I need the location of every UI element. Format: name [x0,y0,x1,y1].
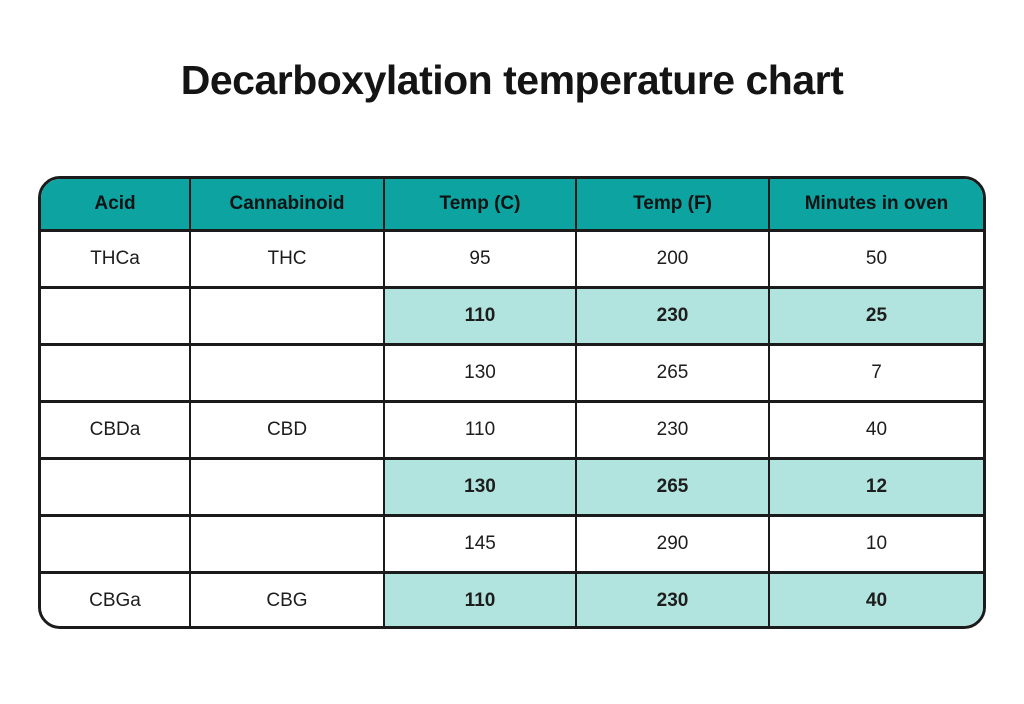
cell-temp-c: 110 [384,401,577,460]
cell-cannabinoid [190,458,385,517]
column-header-temp-f: Temp (F) [576,179,770,232]
cell-temp-f: 265 [576,458,770,517]
data-table: Acid Cannabinoid Temp (C) Temp (F) Minut… [41,179,983,626]
cell-acid: CBDa [41,401,191,460]
column-header-temp-c: Temp (C) [384,179,577,232]
cell-cannabinoid [190,344,385,403]
cell-cannabinoid [190,287,385,346]
table-row: 130 265 12 [41,458,983,517]
table-header: Acid Cannabinoid Temp (C) Temp (F) Minut… [41,179,983,232]
header-row: Acid Cannabinoid Temp (C) Temp (F) Minut… [41,179,983,232]
cell-temp-c: 130 [384,458,577,517]
cell-temp-c: 130 [384,344,577,403]
cell-cannabinoid: THC [190,230,385,289]
cell-acid [41,344,191,403]
cell-temp-f: 290 [576,515,770,574]
cell-minutes: 7 [769,344,983,403]
cell-acid [41,458,191,517]
column-header-minutes: Minutes in oven [769,179,983,232]
column-header-cannabinoid: Cannabinoid [190,179,385,232]
cell-minutes: 40 [769,401,983,460]
cell-temp-c: 110 [384,287,577,346]
table-row: CBDa CBD 110 230 40 [41,401,983,460]
cell-temp-f: 200 [576,230,770,289]
cell-acid: CBGa [41,572,191,626]
table-body: THCa THC 95 200 50 110 230 25 130 [41,230,983,626]
cell-cannabinoid: CBD [190,401,385,460]
table-row: 145 290 10 [41,515,983,574]
cell-minutes: 10 [769,515,983,574]
table-row: 130 265 7 [41,344,983,403]
cell-acid [41,287,191,346]
cell-cannabinoid: CBG [190,572,385,626]
decarb-temperature-table: Acid Cannabinoid Temp (C) Temp (F) Minut… [38,176,986,629]
cell-temp-f: 230 [576,572,770,626]
table-row: 110 230 25 [41,287,983,346]
page-title: Decarboxylation temperature chart [180,57,844,103]
cell-cannabinoid [190,515,385,574]
cell-minutes: 25 [769,287,983,346]
column-header-acid: Acid [41,179,191,232]
cell-minutes: 12 [769,458,983,517]
table-row: CBGa CBG 110 230 40 [41,572,983,626]
cell-temp-f: 230 [576,287,770,346]
cell-acid: THCa [41,230,191,289]
cell-temp-c: 145 [384,515,577,574]
cell-temp-c: 95 [384,230,577,289]
cell-acid [41,515,191,574]
table-row: THCa THC 95 200 50 [41,230,983,289]
cell-temp-f: 230 [576,401,770,460]
cell-minutes: 50 [769,230,983,289]
cell-temp-f: 265 [576,344,770,403]
cell-temp-c: 110 [384,572,577,626]
cell-minutes: 40 [769,572,983,626]
